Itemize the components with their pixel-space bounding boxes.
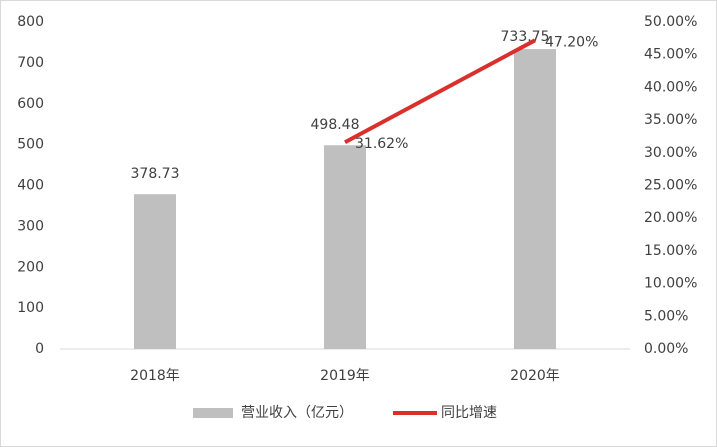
legend-swatch: [193, 408, 233, 418]
legend-label: 营业收入（亿元）: [241, 405, 353, 421]
y2-tick-label: 45.00%: [644, 47, 697, 63]
y-tick-label: 500: [17, 137, 44, 153]
y2-tick-label: 50.00%: [644, 14, 697, 30]
y-tick-label: 600: [17, 96, 44, 112]
bar: [514, 49, 556, 350]
y-tick-label: 0: [35, 341, 44, 357]
y2-tick-label: 25.00%: [644, 178, 697, 194]
line: [344, 38, 536, 144]
y2-tick-label: 20.00%: [644, 210, 697, 226]
y2-tick-label: 40.00%: [644, 79, 697, 95]
bar-value-label: 378.73: [131, 166, 180, 182]
y-tick-label: 200: [17, 259, 44, 275]
y-tick-label: 700: [17, 55, 44, 71]
y-tick-label: 800: [17, 14, 44, 30]
y2-tick-label: 35.00%: [644, 112, 697, 128]
y-tick-label: 100: [17, 300, 44, 316]
bar-value-label: 498.48: [311, 117, 360, 133]
line-value-label: 31.62%: [355, 136, 408, 152]
y-tick-label: 400: [17, 178, 44, 194]
bar-value-label: 733.75: [501, 29, 550, 45]
y2-tick-label: 0.00%: [644, 341, 688, 357]
x-tick-label: 2020年: [510, 368, 560, 384]
x-tick-label: 2018年: [130, 368, 180, 384]
line-value-label: 47.20%: [545, 34, 598, 50]
legend-label: 同比增速: [441, 405, 497, 421]
y2-tick-label: 5.00%: [644, 308, 688, 324]
y-tick-label: 300: [17, 218, 44, 234]
x-tick-label: 2019年: [320, 368, 370, 384]
y2-tick-label: 30.00%: [644, 145, 697, 161]
bar: [324, 145, 366, 349]
y2-tick-label: 10.00%: [644, 276, 697, 292]
y2-tick-label: 15.00%: [644, 243, 697, 259]
bar: [134, 194, 176, 349]
